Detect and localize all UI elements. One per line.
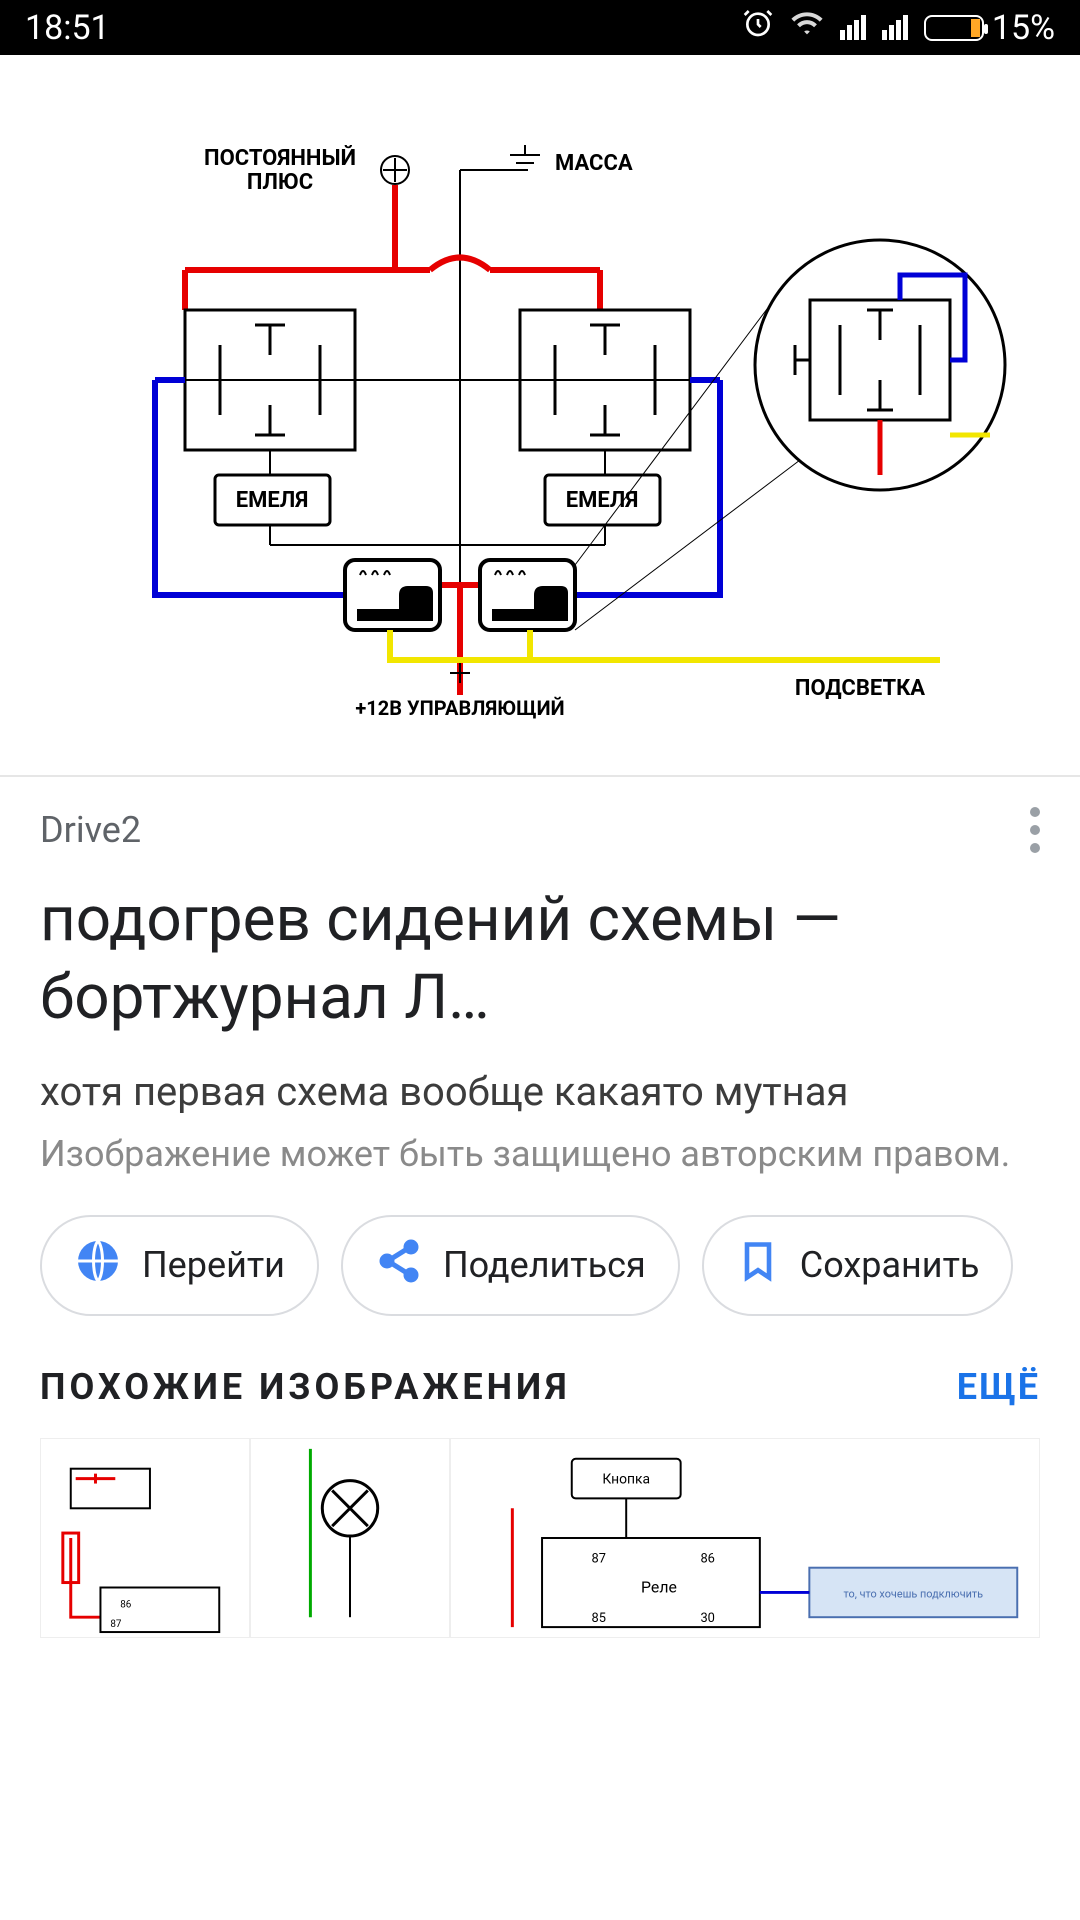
related-thumb-2[interactable] [250, 1438, 450, 1638]
related-heading: ПОХОЖИЕ ИЗОБРАЖЕНИЯ [40, 1366, 571, 1408]
result-panel: Drive2 подогрев сидений схемы — бортжурн… [0, 777, 1080, 1316]
result-source[interactable]: Drive2 [40, 809, 141, 851]
share-button[interactable]: Поделиться [341, 1215, 680, 1316]
status-right: 15% [742, 6, 1055, 49]
related-thumbnails: 86 87 Кнопка 87 86 Реле 30 85 то, что хо… [0, 1428, 1080, 1638]
emelya-left-box: ЕМЕЛЯ [215, 475, 330, 525]
wiring-diagram[interactable]: ПОСТОЯННЫЙ ПЛЮС МАССА [0, 55, 1080, 775]
share-icon [375, 1237, 423, 1294]
bookmark-icon [736, 1237, 780, 1294]
save-label: Сохранить [800, 1245, 980, 1286]
signal-icon-2 [882, 15, 908, 40]
plus-bottom-icon [450, 663, 470, 683]
svg-text:30: 30 [700, 1611, 714, 1626]
svg-text:86: 86 [700, 1552, 714, 1567]
related-more-button[interactable]: ЕЩЁ [957, 1366, 1040, 1408]
heater-switch-right [480, 560, 575, 630]
related-header: ПОХОЖИЕ ИЗОБРАЖЕНИЯ ЕЩЁ [0, 1366, 1080, 1408]
battery-indicator: 15% [924, 8, 1055, 48]
status-bar: 18:51 15% [0, 0, 1080, 55]
related-thumb-1[interactable]: 86 87 [40, 1438, 250, 1638]
copyright-notice: Изображение может быть защищено авторски… [40, 1133, 1040, 1175]
label-ground: МАССА [555, 151, 633, 176]
plus-symbol-icon [381, 156, 409, 184]
svg-text:то, что хочешь подключить: то, что хочешь подключить [844, 1587, 984, 1600]
svg-text:87: 87 [110, 1619, 122, 1630]
svg-text:ЕМЕЛЯ: ЕМЕЛЯ [566, 488, 639, 513]
svg-text:87: 87 [592, 1552, 606, 1567]
status-time: 18:51 [25, 8, 110, 48]
ground-symbol-icon [510, 145, 540, 170]
share-label: Поделиться [443, 1245, 646, 1286]
related-thumb-3[interactable]: Кнопка 87 86 Реле 30 85 то, что хочешь п… [450, 1438, 1040, 1638]
result-title[interactable]: подогрев сидений схемы — бортжурнал Л… [40, 881, 1040, 1036]
result-description: хотя первая схема вообще какаято мутная [40, 1068, 1040, 1115]
label-constant-plus-2: ПЛЮС [247, 170, 313, 195]
visit-button[interactable]: Перейти [40, 1215, 319, 1316]
globe-icon [74, 1237, 122, 1294]
svg-text:85: 85 [592, 1611, 606, 1626]
heater-switch-left [345, 560, 440, 630]
label-constant-plus-1: ПОСТОЯННЫЙ [204, 145, 356, 171]
action-row: Перейти Поделиться Сохранить [40, 1215, 1040, 1316]
emelya-right-box: ЕМЕЛЯ [545, 475, 660, 525]
label-backlight: ПОДСВЕТКА [795, 676, 925, 701]
wifi-icon [790, 6, 824, 49]
battery-percent: 15% [992, 8, 1055, 48]
svg-text:Кнопка: Кнопка [602, 1472, 650, 1488]
signal-icon-1 [840, 15, 866, 40]
svg-text:86: 86 [120, 1599, 132, 1610]
yellow-wires [390, 630, 940, 660]
svg-text:ЕМЕЛЯ: ЕМЕЛЯ [236, 488, 309, 513]
save-button[interactable]: Сохранить [702, 1215, 1014, 1316]
svg-text:Реле: Реле [641, 1577, 677, 1596]
visit-label: Перейти [142, 1245, 285, 1286]
zoom-detail [755, 240, 1005, 490]
label-12v: +12В УПРАВЛЯЮЩИЙ [355, 696, 564, 720]
alarm-icon [742, 7, 774, 48]
more-options-button[interactable] [1030, 807, 1040, 853]
